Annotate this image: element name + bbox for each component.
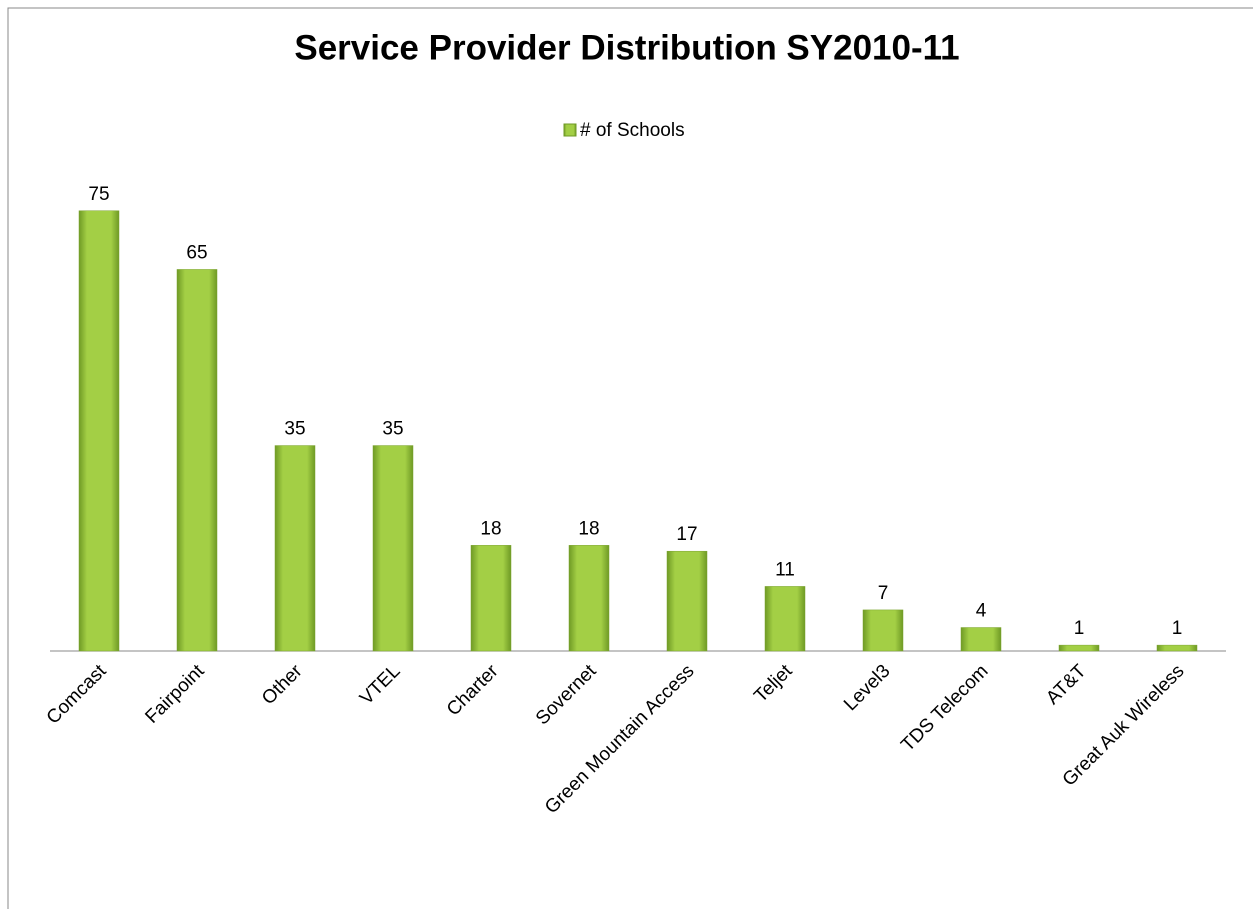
bar (764, 586, 806, 652)
x-tick-label: Charter (443, 660, 503, 720)
x-tick-label: Fairpoint (141, 660, 209, 728)
data-label: 17 (676, 524, 697, 545)
chart-frame (7, 7, 1253, 914)
x-tick-label: Level3 (840, 661, 894, 715)
data-label: 35 (284, 419, 305, 440)
bar (1156, 644, 1198, 652)
bar (1058, 644, 1100, 652)
x-tick-label: TDS Telecom (897, 661, 992, 756)
bar (470, 545, 512, 652)
x-tick-label: AT&T (1042, 660, 1090, 708)
bar (372, 445, 414, 652)
bar (666, 550, 708, 652)
data-label: 4 (976, 601, 987, 622)
bar (274, 445, 316, 652)
x-tick-label: Comcast (43, 660, 111, 728)
x-tick-label: VTEL (356, 661, 404, 709)
x-tick-label: Other (258, 660, 307, 709)
legend-swatch (563, 123, 577, 137)
x-tick-label: Sovernet (532, 660, 601, 729)
data-label: 11 (775, 559, 795, 580)
bar (568, 545, 610, 652)
data-label: 18 (480, 518, 501, 539)
data-label: 1 (1074, 618, 1085, 639)
data-label: 35 (382, 419, 403, 440)
data-label: 75 (88, 184, 109, 205)
data-label: 65 (186, 242, 207, 263)
data-label: 18 (578, 518, 599, 539)
data-label: 7 (878, 583, 889, 604)
legend-label: # of Schools (580, 120, 685, 141)
bar (960, 627, 1002, 652)
chart-title: Service Provider Distribution SY2010-11 (294, 28, 959, 67)
bar (78, 210, 120, 652)
data-label: 1 (1172, 618, 1183, 639)
bar (862, 609, 904, 652)
bar (176, 269, 218, 652)
x-tick-label: Teljet (750, 660, 797, 707)
